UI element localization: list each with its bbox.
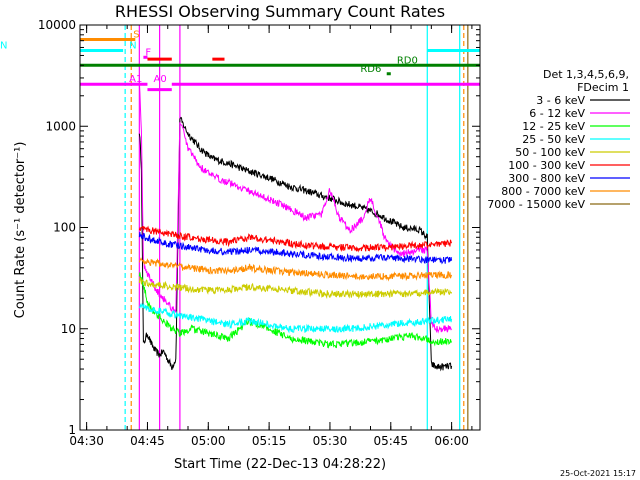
flag-label: A0 — [154, 74, 167, 85]
x-tick-label: 05:00 — [191, 434, 226, 448]
y-axis-label: Count Rate (s⁻¹ detector⁻¹) — [13, 142, 28, 319]
flag-label: N — [129, 40, 136, 51]
y-tick-label: 10000 — [38, 18, 76, 32]
legend-entry-label: 7000 - 15000 keV — [487, 198, 585, 211]
flag-label: S — [133, 29, 139, 40]
x-tick-label: 06:00 — [434, 434, 469, 448]
x-tick-label: 05:30 — [313, 434, 348, 448]
x-tick-label: 05:15 — [252, 434, 287, 448]
series-line-50-100-kev — [138, 276, 453, 300]
series-line-3-6-kev — [138, 116, 453, 372]
vertical-markers — [124, 25, 469, 430]
y-tick-label: 1000 — [45, 119, 76, 133]
y-tick-label: 1 — [68, 423, 76, 437]
series-line-300-800-kev — [138, 231, 453, 265]
series-line-25-50-kev — [138, 302, 453, 334]
legend-entry-label: 12 - 25 keV — [522, 120, 585, 133]
legend-entry-label: 100 - 300 keV — [508, 159, 585, 172]
generation-timestamp: 25-Oct-2021 15:17 — [560, 469, 636, 478]
axis-ticks: 1 10 100 1000 10000 04:30 04:45 05:00 05:15 05:30… — [38, 18, 480, 448]
y-tick-label: 10 — [61, 322, 76, 336]
series-lines — [138, 80, 453, 372]
legend-entry-label: 50 - 100 keV — [515, 146, 585, 159]
x-tick-label: 04:45 — [130, 434, 165, 448]
legend-entry-label: 800 - 7000 keV — [501, 185, 585, 198]
x-tick-label: 04:30 — [69, 434, 104, 448]
legend-entry-label: 3 - 6 keV — [536, 94, 585, 107]
legend-entry-label: 300 - 800 keV — [508, 172, 585, 185]
legend-header-line-2: FDecim 1 — [577, 81, 629, 94]
flag-label: N — [0, 40, 7, 51]
series-line-12-25-kev — [138, 272, 453, 349]
legend-header-line-1: Det 1,3,4,5,6,9, — [543, 68, 629, 81]
x-axis-label: Start Time (22-Dec-13 04:28:22) — [174, 457, 386, 472]
flag-label: RD6 — [360, 64, 381, 75]
flag-label: A1 — [129, 74, 142, 85]
y-tick-label: 100 — [53, 221, 76, 235]
x-tick-label: 05:45 — [373, 434, 408, 448]
flag-label: RD0 — [397, 55, 418, 66]
series-line-800-7000-kev — [138, 257, 453, 282]
flag-label: F — [145, 47, 151, 58]
series-line-6-12-kev — [138, 80, 453, 334]
legend-entry-label: 25 - 50 keV — [522, 133, 585, 146]
chart-title: RHESSI Observing Summary Count Rates — [115, 2, 445, 21]
legend-entry-label: 6 - 12 keV — [529, 107, 585, 120]
series-line-100-300-kev — [138, 225, 453, 253]
